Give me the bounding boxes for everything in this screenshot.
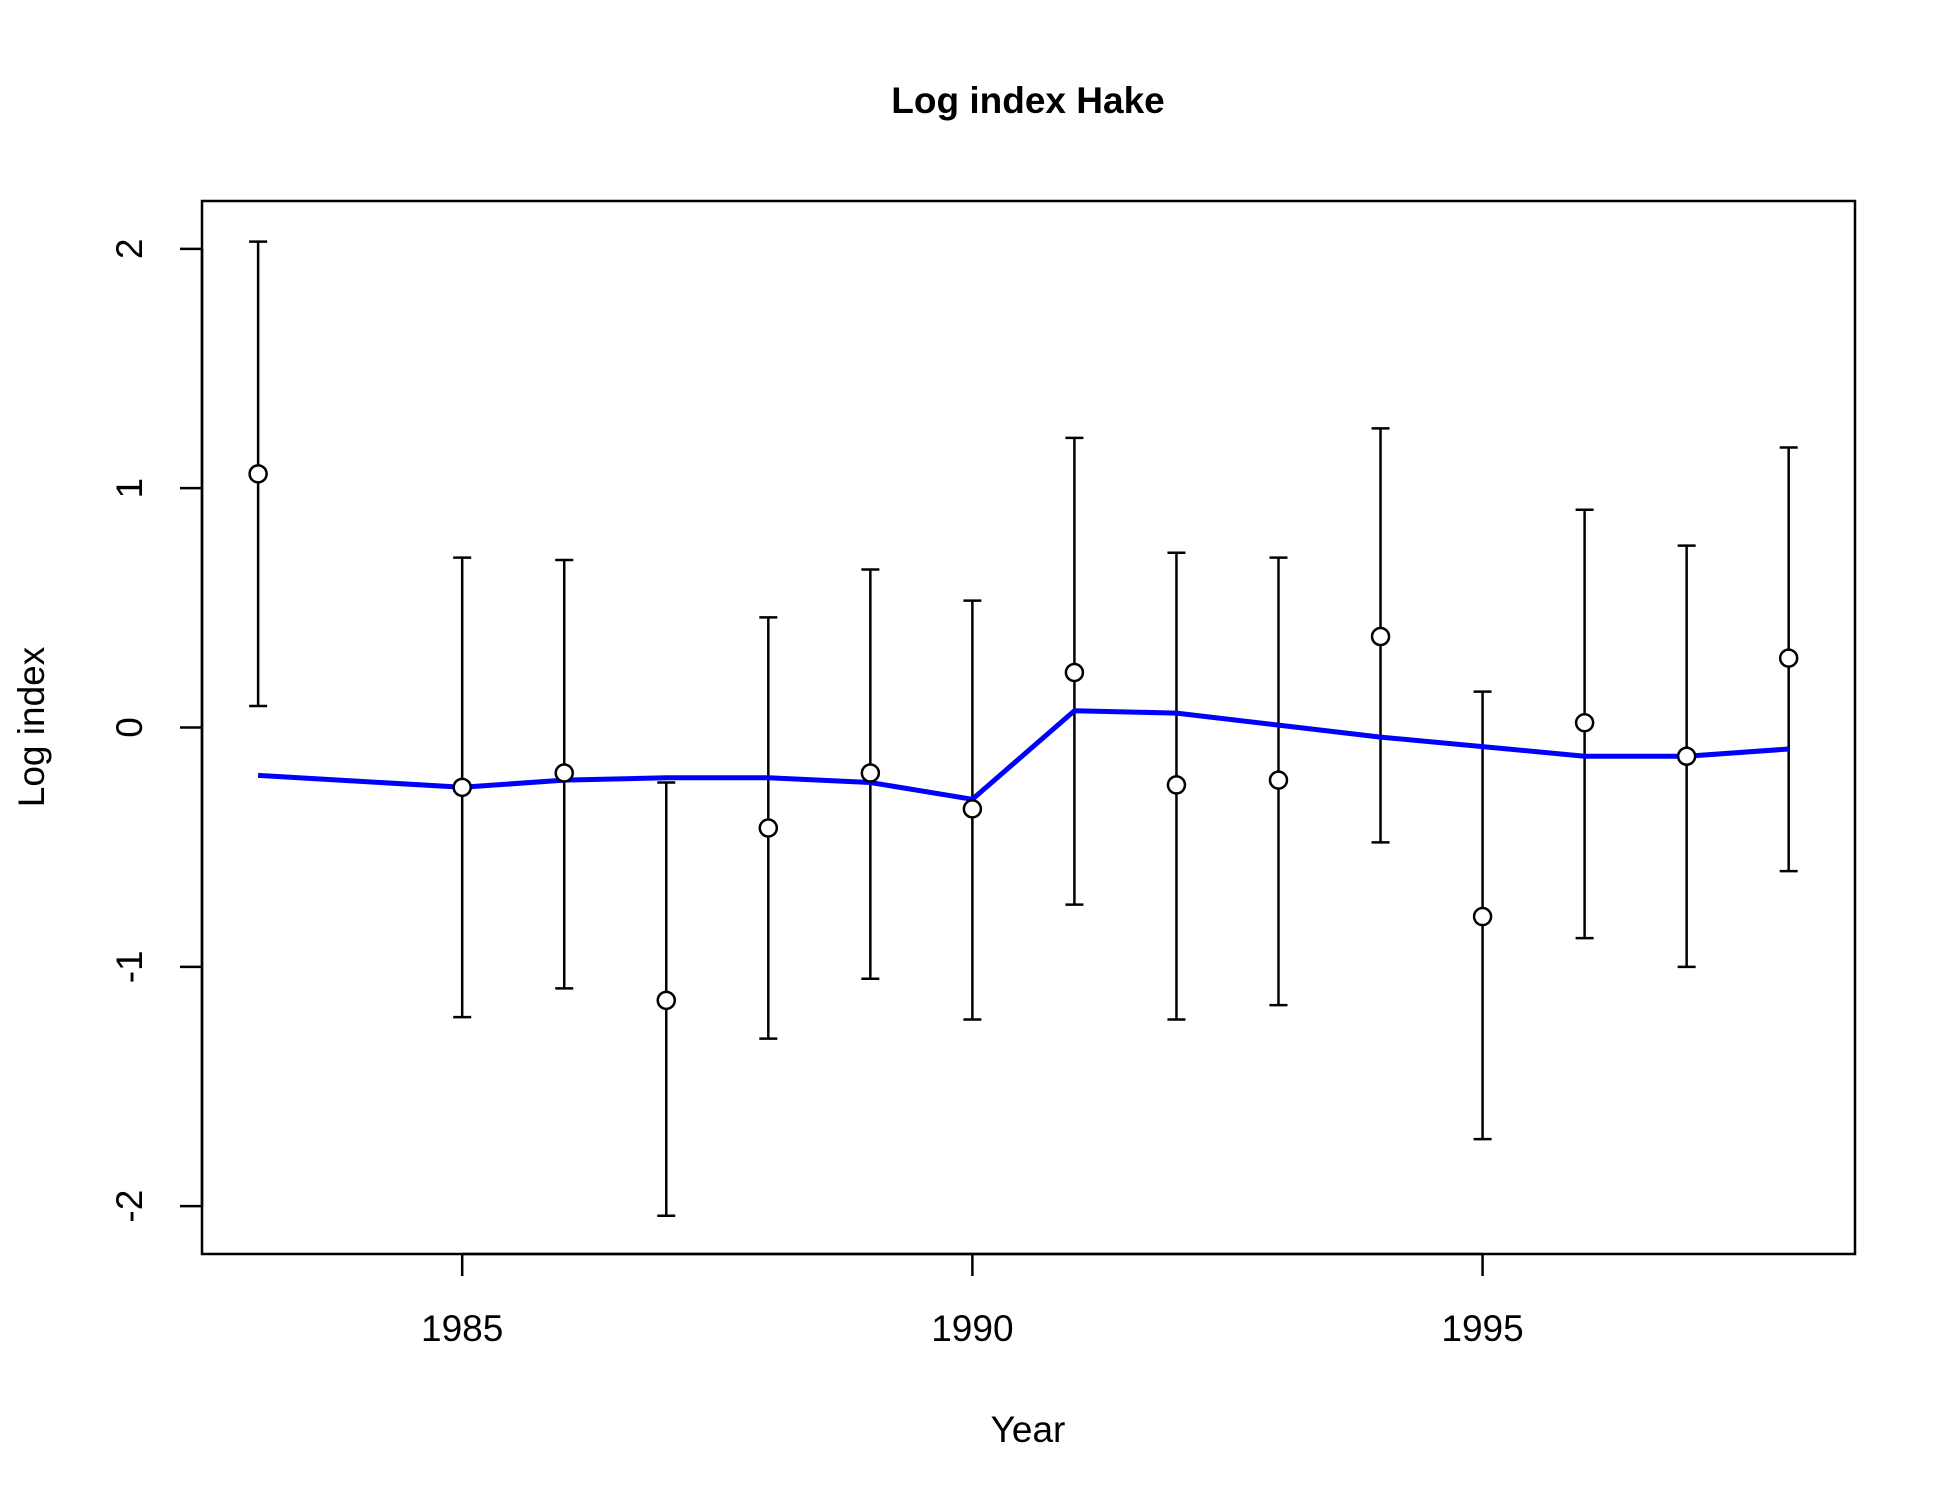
data-point — [1268, 770, 1289, 790]
observed-points — [248, 464, 1799, 1011]
y-tick-label: 1 — [109, 478, 150, 499]
error-bars — [249, 240, 1798, 1217]
data-point — [1676, 746, 1697, 766]
data-point — [656, 990, 677, 1011]
y-tick-label: -1 — [109, 950, 150, 983]
data-point — [452, 777, 472, 798]
x-axis-label: Year — [991, 1409, 1066, 1450]
x-axis: 1985 1990 1995 — [421, 1252, 1524, 1349]
data-point — [1778, 648, 1799, 668]
chart-title: Log index Hake — [891, 80, 1164, 121]
data-point — [1370, 626, 1391, 647]
data-point — [962, 799, 983, 819]
data-point — [1472, 906, 1493, 927]
y-tick-label: -2 — [109, 1190, 150, 1223]
y-tick-label: 2 — [109, 239, 150, 260]
x-tick-label: 1985 — [421, 1308, 503, 1349]
x-tick-label: 1990 — [931, 1308, 1013, 1349]
data-point — [1574, 712, 1595, 733]
data-point — [248, 464, 268, 484]
data-point — [554, 763, 574, 783]
y-axis: -2 -1 0 1 2 — [109, 239, 204, 1223]
data-point — [758, 818, 779, 838]
x-tick-label: 1995 — [1441, 1308, 1523, 1349]
y-axis-label: Log index — [11, 646, 52, 807]
data-point — [860, 763, 881, 783]
y-tick-label: 0 — [109, 717, 150, 738]
data-point — [1064, 662, 1085, 683]
plot-frame — [200, 199, 1857, 1256]
data-point — [1166, 775, 1187, 795]
fitted-series-line — [257, 708, 1789, 802]
fitted-line — [257, 708, 1789, 802]
